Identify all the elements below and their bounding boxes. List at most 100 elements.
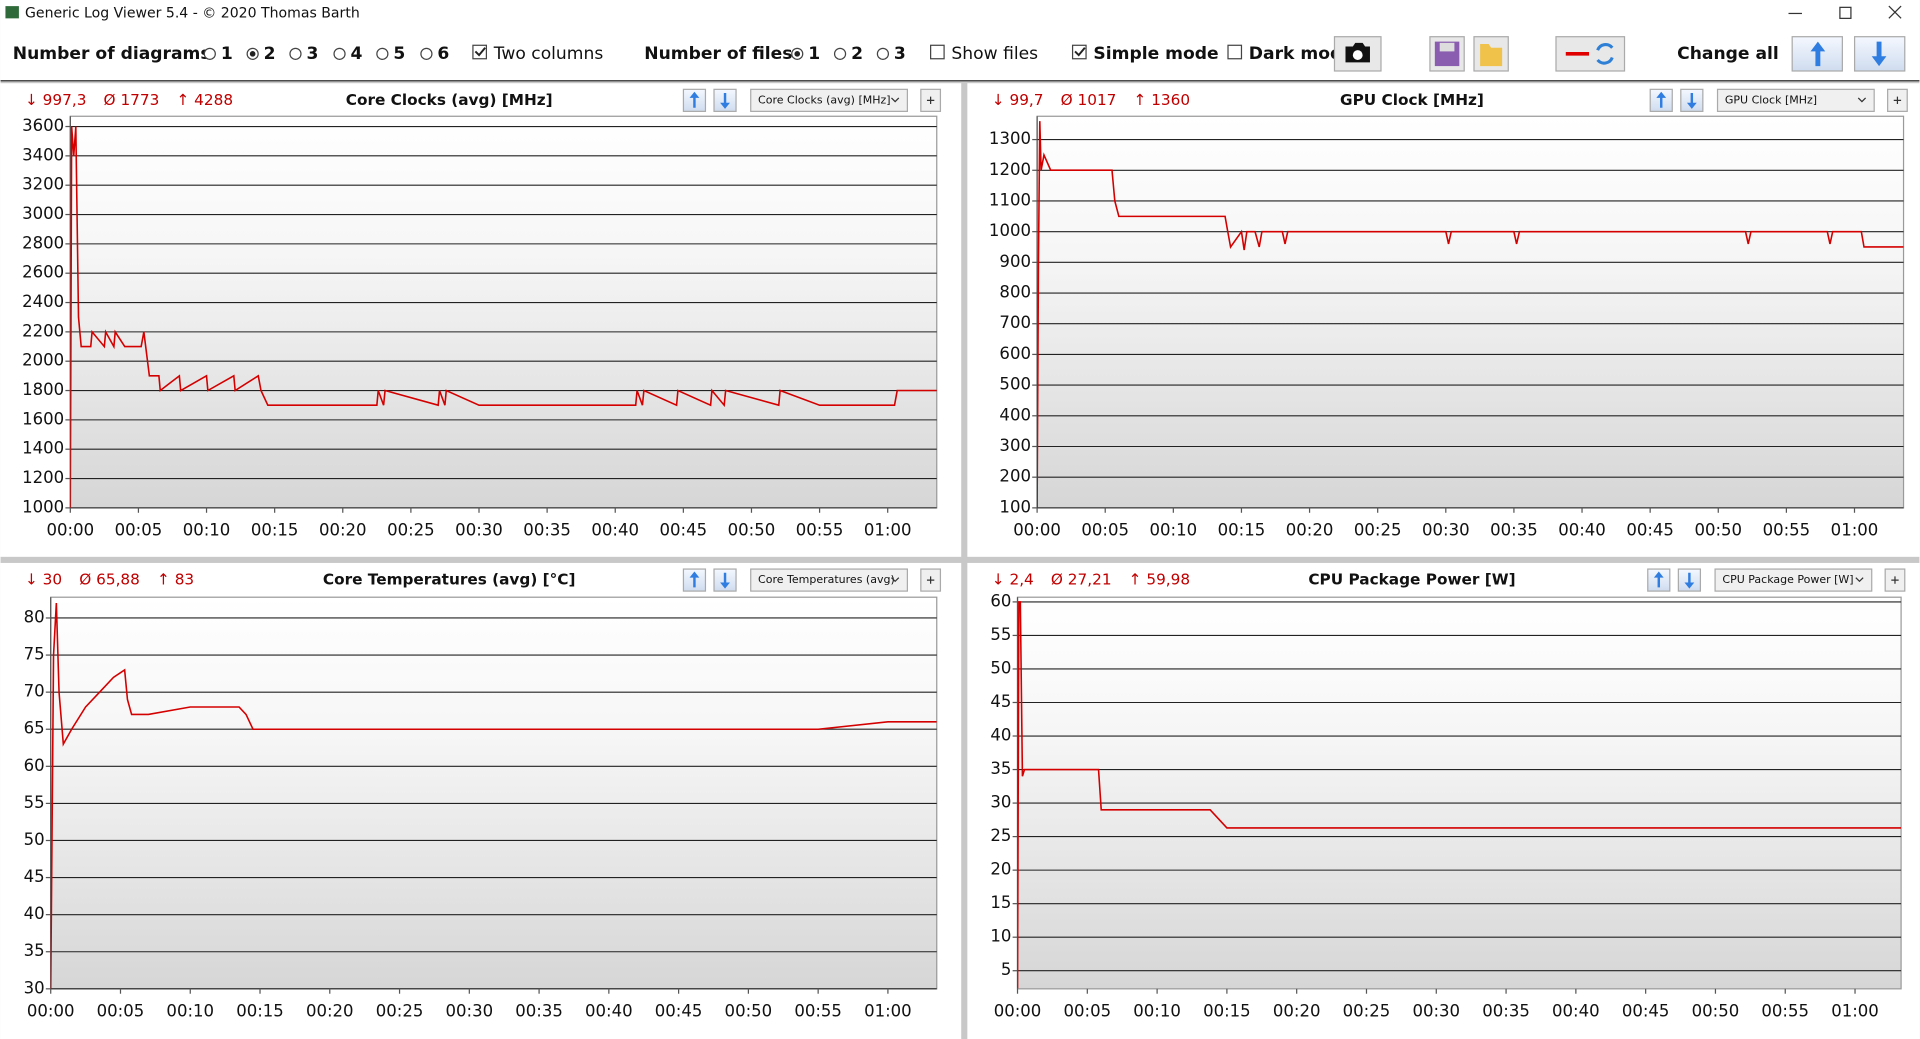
save-icon-label bbox=[1439, 42, 1455, 52]
close-button[interactable] bbox=[1888, 5, 1902, 19]
radio-label: 3 bbox=[894, 44, 906, 64]
y-tick-label: 1200 bbox=[22, 468, 64, 487]
data-line bbox=[70, 126, 937, 508]
x-tick-label: 00:40 bbox=[1558, 521, 1606, 540]
x-tick-label: 00:10 bbox=[166, 1002, 214, 1021]
x-tick-label: 01:00 bbox=[1831, 1002, 1879, 1021]
checkbox-label: Two columns bbox=[493, 44, 604, 64]
x-tick-label: 00:55 bbox=[796, 521, 844, 540]
sensor-dropdown-text: GPU Clock [MHz] bbox=[1725, 93, 1817, 106]
stat-value: ↑ 1360 bbox=[1134, 91, 1191, 109]
checkbox-label: Show files bbox=[951, 44, 1038, 64]
y-tick-label: 3200 bbox=[22, 175, 64, 194]
radio-label: 4 bbox=[351, 44, 363, 64]
sensor-dropdown[interactable] bbox=[1714, 568, 1873, 592]
y-tick-label: 3400 bbox=[22, 145, 64, 164]
down-arrow-icon bbox=[1686, 93, 1697, 109]
y-tick-label: 800 bbox=[999, 283, 1031, 302]
x-tick-label: 00:00 bbox=[994, 1002, 1042, 1021]
radio[interactable] bbox=[420, 47, 433, 60]
y-tick-label: 2800 bbox=[22, 233, 64, 252]
y-tick-label: 45 bbox=[24, 867, 45, 886]
x-tick-label: 00:40 bbox=[591, 521, 639, 540]
x-tick-label: 00:25 bbox=[387, 521, 435, 540]
stat-value: ↓ 99,7 bbox=[992, 91, 1044, 109]
x-tick-label: 01:00 bbox=[1831, 521, 1879, 540]
x-tick-label: 00:50 bbox=[728, 521, 776, 540]
y-tick-label: 200 bbox=[999, 467, 1031, 486]
radio[interactable] bbox=[833, 47, 847, 60]
y-tick-label: 400 bbox=[999, 405, 1031, 424]
x-tick-label: 00:00 bbox=[46, 521, 94, 540]
y-tick-label: 35 bbox=[990, 759, 1011, 778]
x-tick-label: 00:05 bbox=[1081, 521, 1129, 540]
stat-value: Ø 65,88 bbox=[79, 571, 140, 589]
dropdown-chevron bbox=[1855, 577, 1864, 583]
x-tick-label: 00:00 bbox=[1013, 521, 1061, 540]
x-tick-label: 00:35 bbox=[523, 521, 571, 540]
radio-dot bbox=[794, 51, 801, 57]
sensor-dropdown[interactable] bbox=[750, 568, 908, 592]
files-label: Number of files bbox=[644, 44, 792, 64]
x-tick-label: 00:35 bbox=[1490, 521, 1538, 540]
checkmark bbox=[1074, 47, 1086, 57]
plot-area bbox=[69, 115, 938, 509]
window-title: Generic Log Viewer 5.4 - © 2020 Thomas B… bbox=[25, 5, 360, 21]
radio-label: 1 bbox=[221, 44, 233, 64]
x-tick-label: 00:25 bbox=[376, 1002, 424, 1021]
y-tick-label: 2600 bbox=[22, 263, 64, 282]
checkbox-label: Simple mode bbox=[1093, 44, 1218, 64]
add-icon bbox=[1893, 96, 1902, 105]
y-tick-label: 10 bbox=[990, 927, 1011, 946]
dropdown-chevron bbox=[891, 577, 900, 583]
radio[interactable] bbox=[203, 47, 216, 60]
add-icon bbox=[926, 576, 935, 584]
down-arrow-icon bbox=[720, 93, 730, 109]
y-tick-label: 60 bbox=[990, 591, 1011, 610]
checkbox[interactable] bbox=[1071, 44, 1087, 60]
radio-label: 1 bbox=[808, 44, 820, 64]
radio-label: 5 bbox=[393, 44, 405, 64]
radio[interactable] bbox=[376, 47, 389, 60]
x-tick-label: 00:15 bbox=[236, 1002, 284, 1021]
stat-value: Ø 1773 bbox=[104, 91, 160, 109]
radio[interactable] bbox=[876, 47, 890, 60]
y-tick-label: 60 bbox=[24, 756, 45, 775]
stat-value: ↓ 997,3 bbox=[25, 91, 86, 109]
y-tick-label: 1800 bbox=[22, 380, 64, 399]
radio[interactable] bbox=[333, 47, 346, 60]
x-tick-label: 00:45 bbox=[660, 521, 708, 540]
chart-panel: ↓ 997,3 Ø 1773 ↑ 4288 Core Clocks (avg) [MH… bbox=[0, 83, 962, 557]
y-tick-label: 80 bbox=[24, 607, 45, 626]
checkbox[interactable] bbox=[472, 44, 488, 60]
sensor-dropdown[interactable] bbox=[750, 88, 908, 112]
y-tick-label: 35 bbox=[24, 941, 45, 960]
x-tick-label: 00:40 bbox=[585, 1002, 633, 1021]
sensor-dropdown-text: CPU Package Power [W] bbox=[1722, 573, 1853, 586]
radio-dot bbox=[249, 51, 256, 57]
y-tick-label: 1400 bbox=[22, 439, 64, 458]
y-tick-label: 1100 bbox=[989, 190, 1031, 209]
data-line bbox=[1037, 121, 1904, 508]
up-arrow-icon bbox=[689, 91, 700, 108]
chart-title: CPU Package Power [W] bbox=[1308, 571, 1515, 589]
sensor-dropdown[interactable] bbox=[1716, 88, 1875, 112]
y-tick-label: 900 bbox=[999, 252, 1031, 271]
x-tick-label: 00:55 bbox=[794, 1002, 842, 1021]
x-tick-label: 00:55 bbox=[1763, 521, 1811, 540]
change-all-label: Change all bbox=[1677, 44, 1779, 64]
plot-area bbox=[1016, 596, 1902, 990]
chart-panel: ↓ 30 Ø 65,88 ↑ 83 Core Temperatures (avg) [… bbox=[0, 562, 962, 1039]
sensor-dropdown-text: Core Clocks (avg) [MHz] bbox=[758, 93, 891, 106]
checkbox[interactable] bbox=[1227, 44, 1243, 60]
checkbox[interactable] bbox=[930, 44, 945, 60]
toolbar: Number of diagrams 1 2 3 4 5 6 Two columns Numbe… bbox=[13, 44, 1779, 64]
refresh-icon bbox=[1596, 43, 1614, 65]
x-tick-label: 00:25 bbox=[1354, 521, 1402, 540]
x-tick-label: 00:35 bbox=[515, 1002, 563, 1021]
restore-button[interactable] bbox=[1839, 6, 1852, 19]
up-arrow-icon bbox=[1810, 41, 1826, 67]
radio[interactable] bbox=[289, 47, 302, 60]
chart-panel: ↓ 99,7 Ø 1017 ↑ 1360 GPU Clock [MHz] GPU Clo… bbox=[967, 83, 1920, 557]
app-icon bbox=[5, 6, 19, 19]
